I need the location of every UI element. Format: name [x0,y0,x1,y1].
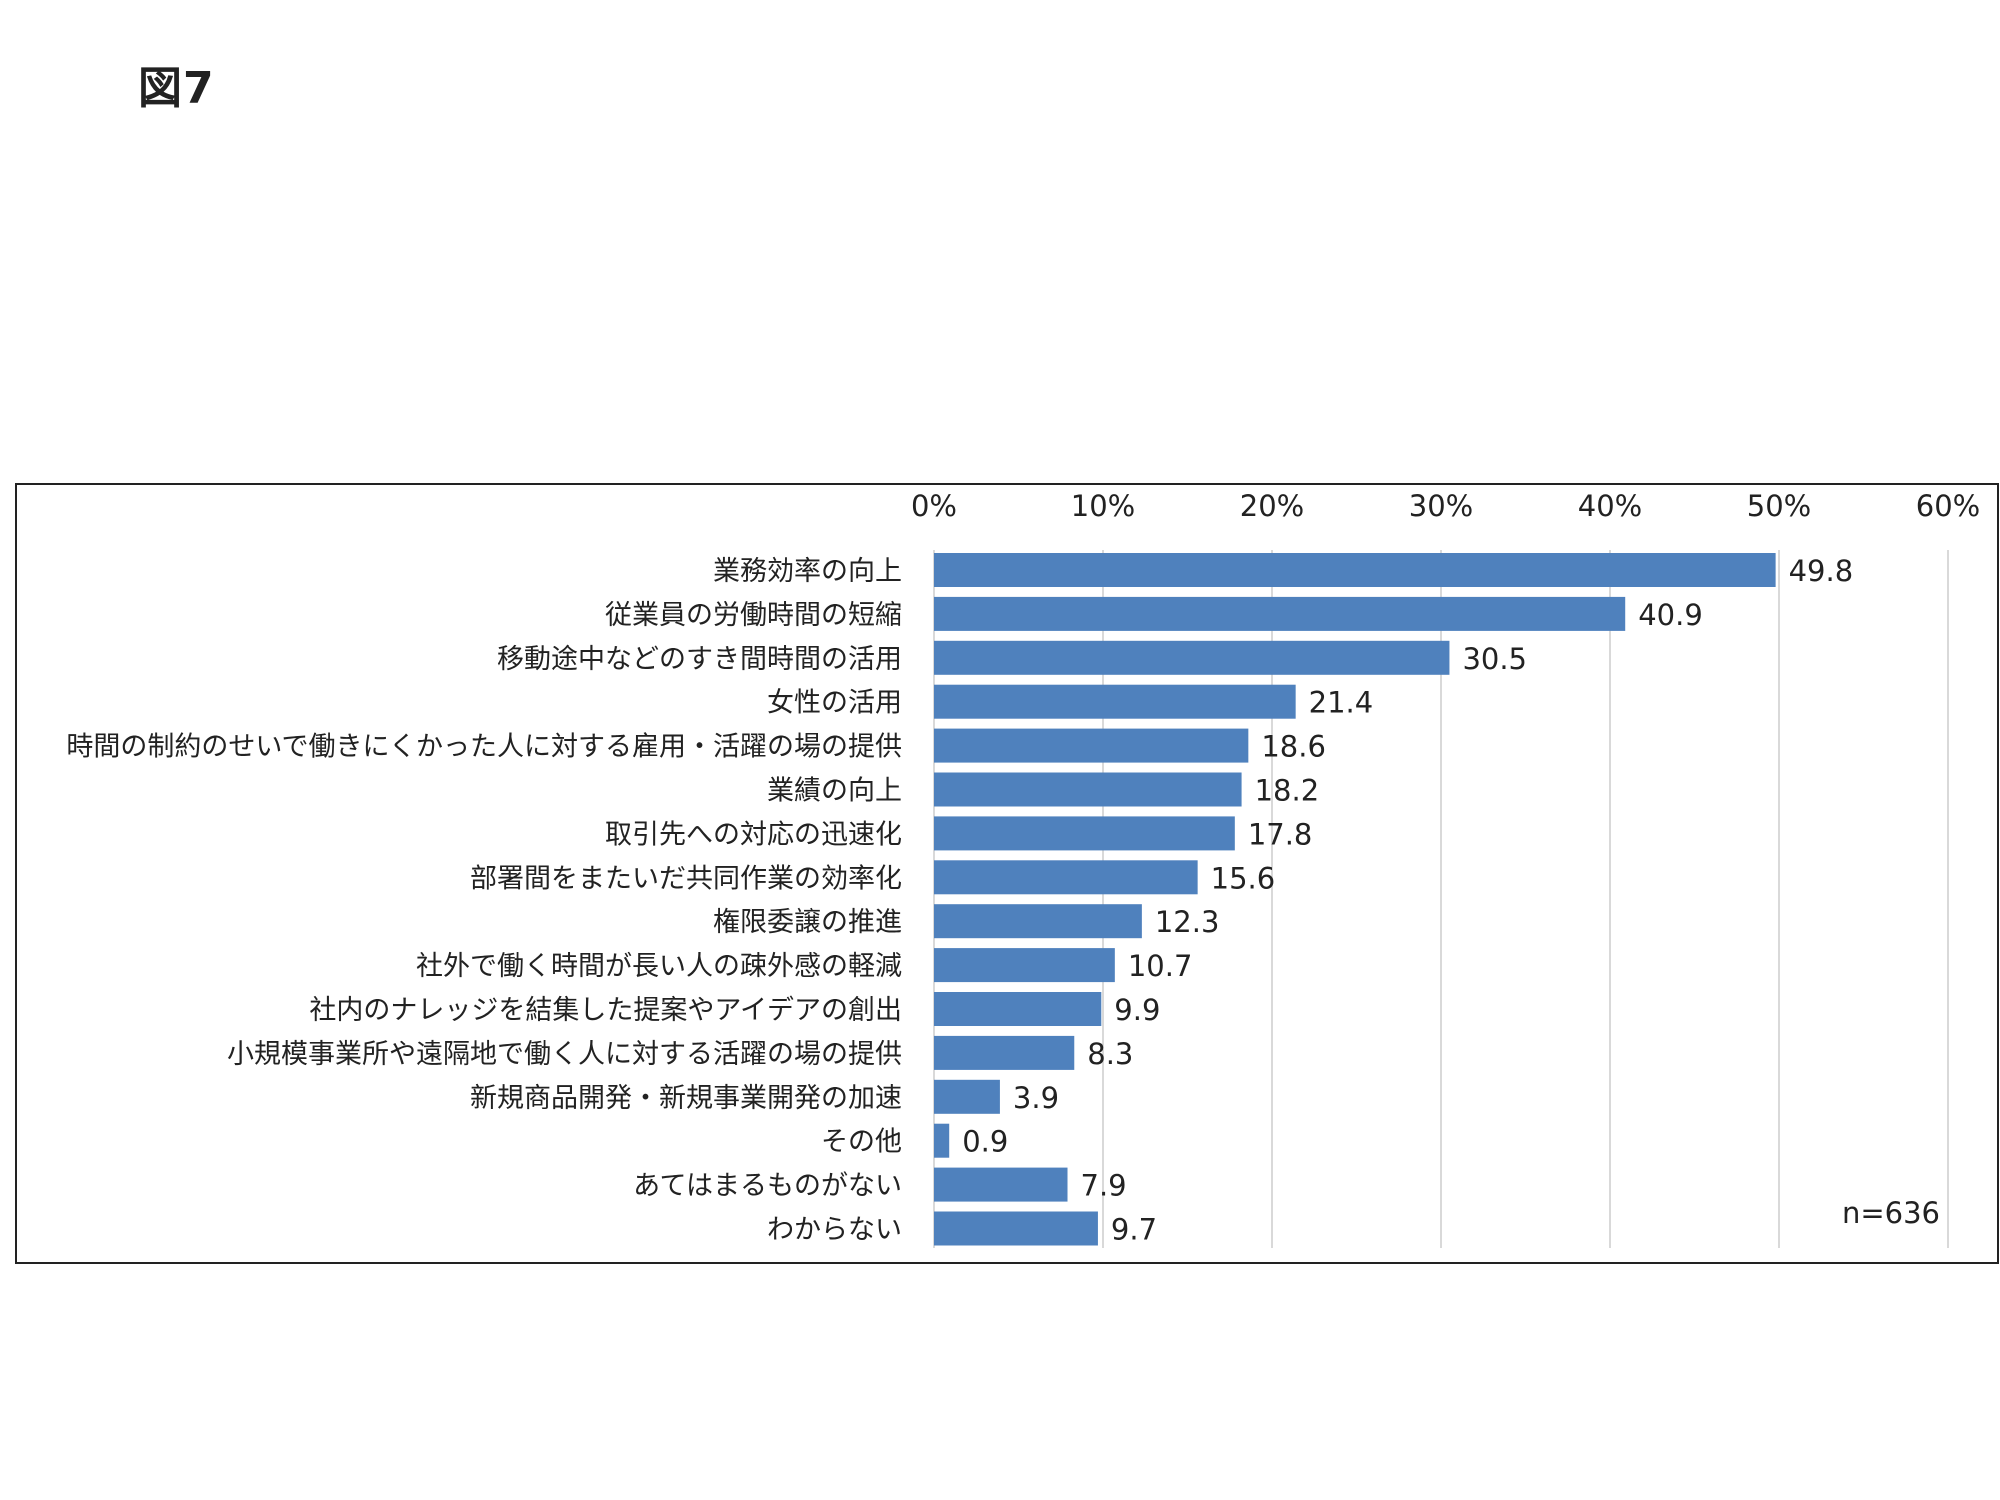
x-tick-label: 30% [1409,489,1473,523]
bar [934,816,1235,851]
category-label: わからない [767,1215,902,1246]
bar [934,1079,1000,1114]
bar [934,1211,1098,1246]
value-label: 12.3 [1155,905,1220,939]
bar [934,640,1450,675]
x-tick-label: 50% [1747,489,1811,523]
category-label: 業務効率の向上 [713,556,902,587]
value-label: 30.5 [1462,642,1527,676]
bar [934,1167,1068,1202]
value-label: 9.7 [1111,1213,1157,1247]
value-label: 7.9 [1081,1169,1127,1203]
category-label: 部署間をまたいだ共同作業の効率化 [470,863,902,894]
value-label: 49.8 [1789,554,1854,588]
value-label: 40.9 [1638,598,1703,632]
category-label: 従業員の労働時間の短縮 [605,600,902,631]
x-tick-label: 60% [1916,489,1980,523]
category-label: 社外で働く時間が長い人の疎外感の軽減 [416,951,902,982]
category-label: 小規模事業所や遠隔地で働く人に対する活躍の場の提供 [227,1039,902,1070]
category-label: 移動途中などのすき間時間の活用 [497,644,902,675]
bar [934,860,1198,895]
value-label: 15.6 [1211,861,1276,895]
x-tick-label: 0% [911,489,957,523]
value-label: 18.2 [1255,774,1320,808]
value-label: 3.9 [1013,1081,1059,1115]
bar [934,596,1626,631]
value-label: 8.3 [1087,1037,1133,1071]
bar [934,772,1242,807]
bar [934,728,1249,763]
value-label: 9.9 [1114,993,1160,1027]
category-label: その他 [821,1127,902,1158]
x-tick-label: 10% [1071,489,1135,523]
bar [934,948,1115,983]
bar [934,553,1776,587]
bars [934,553,1776,1246]
value-label: 17.8 [1248,817,1313,851]
value-labels: 49.8 40.9 30.5 21.4 18.6 18.2 17.8 15.6 12.3 10.7… [962,554,1853,1247]
category-label: 業績の向上 [767,776,902,807]
category-label: 時間の制約のせいで働きにくかった人に対する雇用・活躍の場の提供 [66,732,902,763]
value-label: 0.9 [962,1125,1008,1159]
figure-title: 図7 [138,63,215,114]
category-label: 社内のナレッジを結集した提案やアイデアの創出 [309,995,902,1026]
bar [934,1035,1075,1070]
bar [934,992,1102,1026]
bar [934,1123,950,1158]
value-label: 21.4 [1309,686,1374,720]
category-labels: 業務効率の向上従業員の労働時間の短縮移動途中などのすき間時間の活用女性の活用時間… [66,556,902,1246]
category-label: 女性の活用 [767,688,902,719]
category-label: 新規商品開発・新規事業開発の加速 [470,1083,902,1114]
x-tick-label: 40% [1578,489,1642,523]
value-label: 18.6 [1261,730,1326,764]
value-label: 10.7 [1128,949,1193,983]
sample-size-note: n=636 [1842,1196,1940,1230]
x-axis-ticks: 0% 10% 20% 30% 40% 50% 60% [911,489,1980,523]
category-label: 取引先への対応の迅速化 [605,819,902,850]
category-label: あてはまるものがない [633,1171,902,1202]
bar [934,684,1296,719]
x-tick-label: 20% [1240,489,1304,523]
category-label: 権限委譲の推進 [713,907,902,938]
bar [934,904,1142,939]
